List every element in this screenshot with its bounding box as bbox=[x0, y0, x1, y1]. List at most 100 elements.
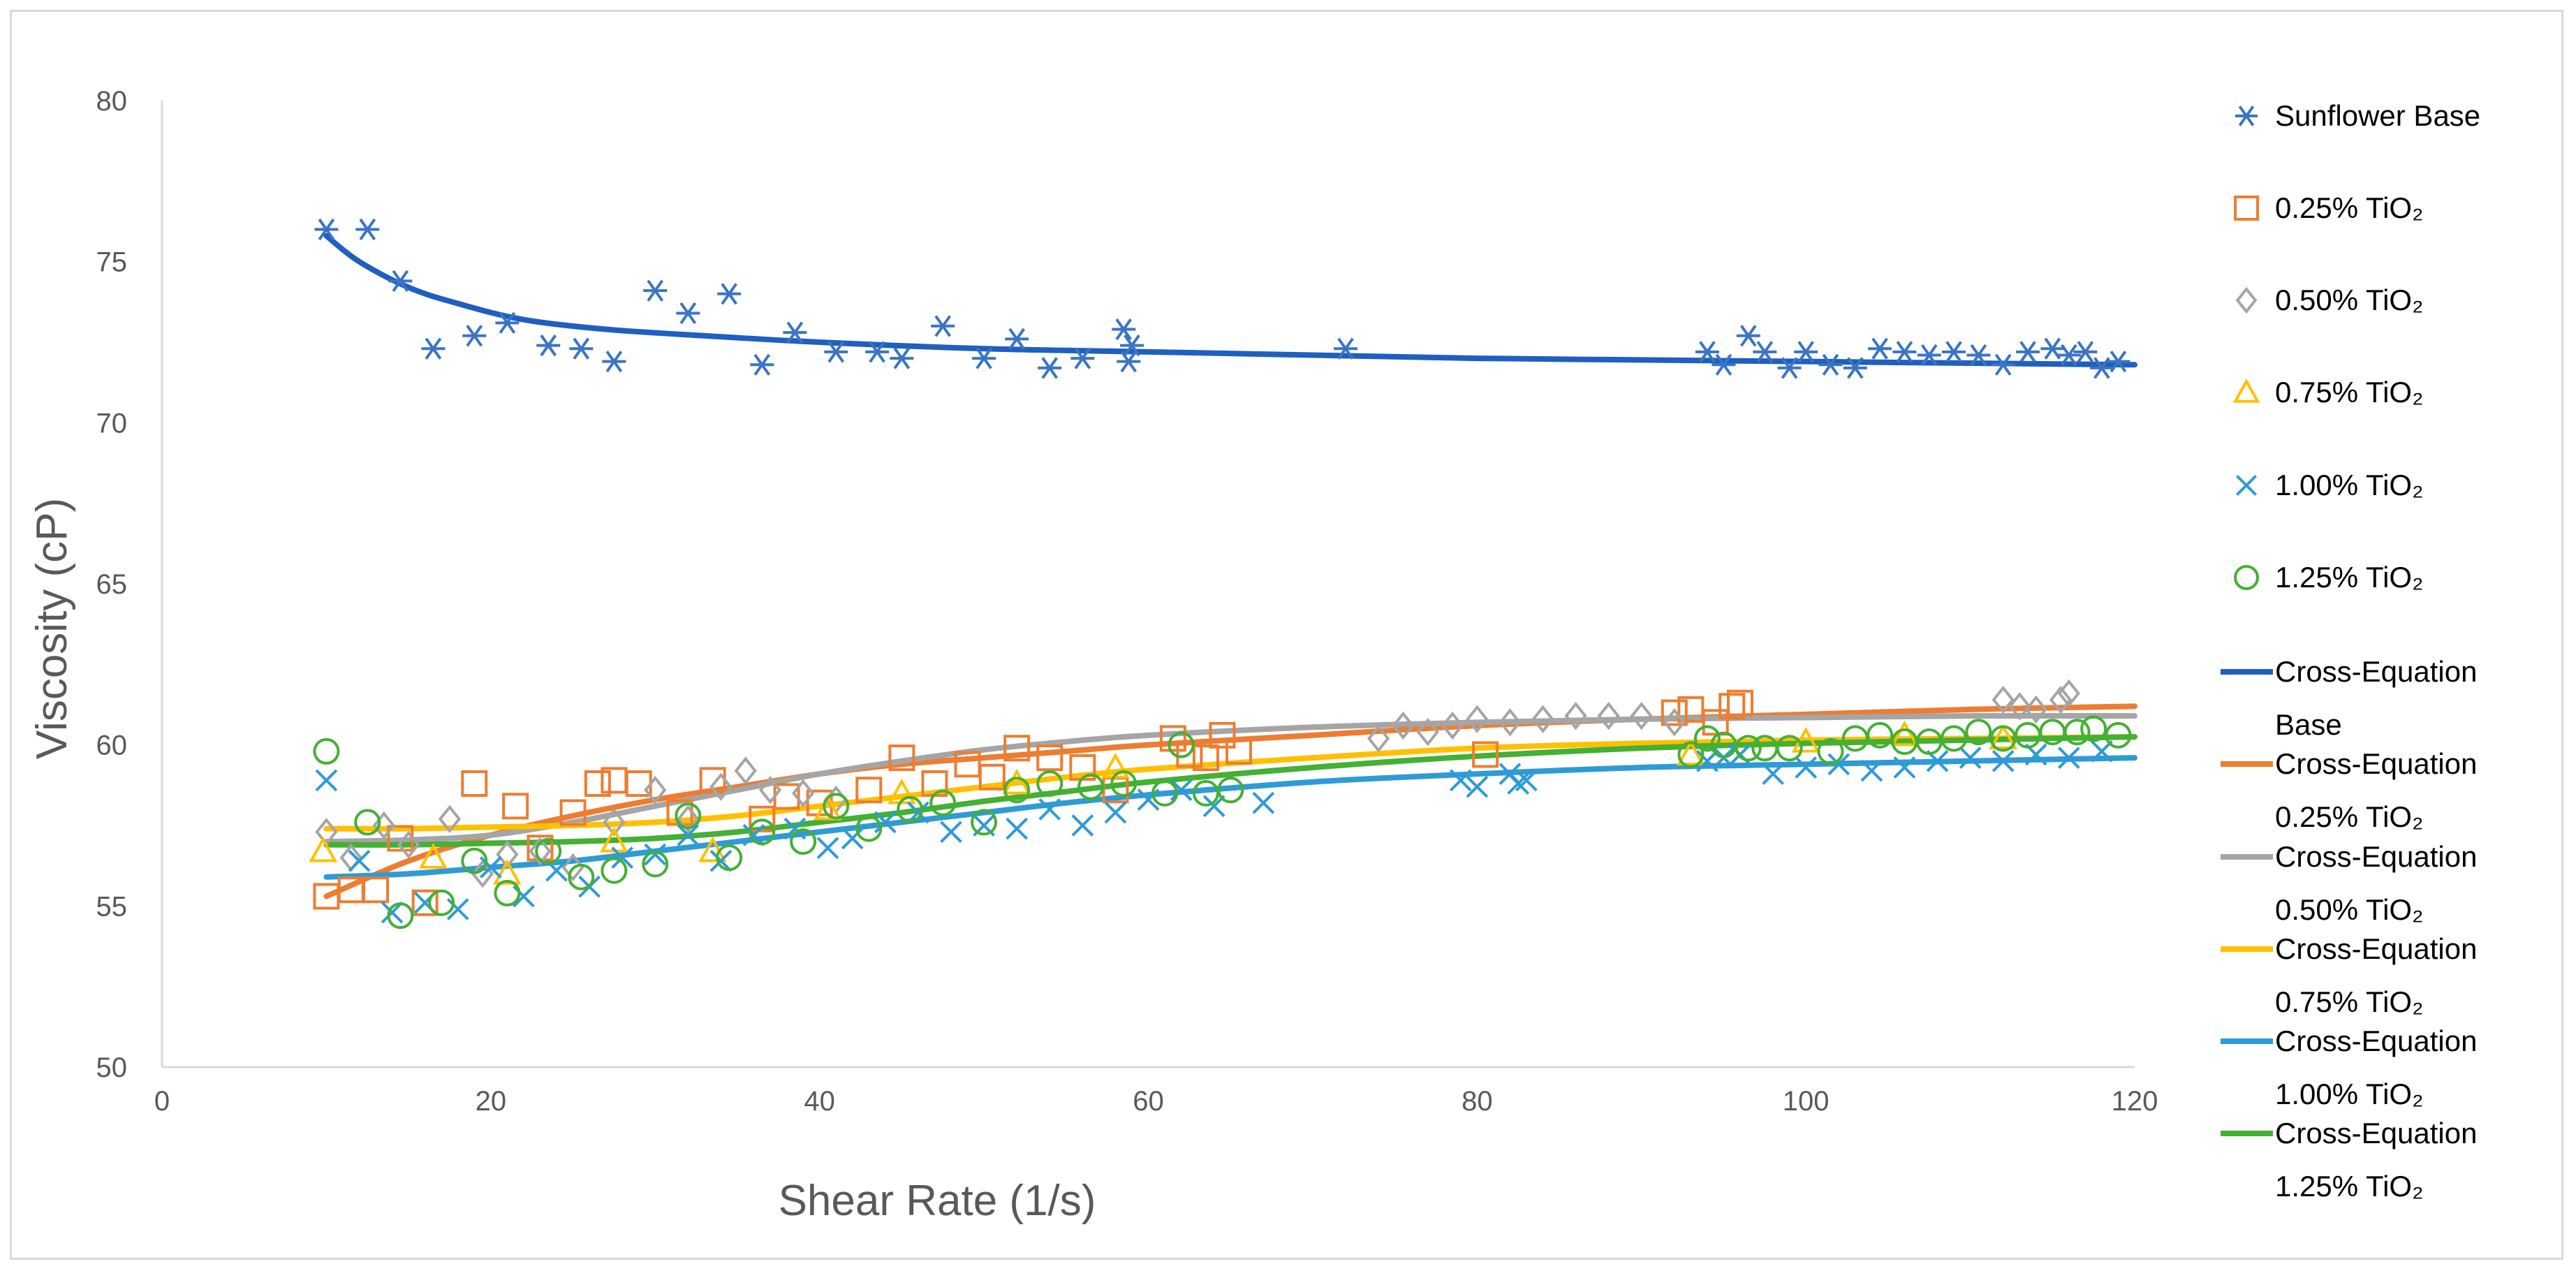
legend-marker bbox=[2234, 196, 2259, 221]
data-point-5-2 bbox=[387, 902, 414, 930]
data-point-2-21 bbox=[1466, 705, 1489, 733]
data-point-0-19 bbox=[1005, 328, 1029, 350]
data-point-4-28 bbox=[1252, 791, 1275, 814]
legend-item-0: Sunflower Base bbox=[2235, 99, 2480, 132]
x-tick-label: 40 bbox=[804, 1086, 835, 1117]
data-point-1-17 bbox=[855, 777, 883, 804]
data-point-2-8 bbox=[561, 853, 584, 882]
data-point-1-14 bbox=[749, 805, 776, 832]
data-point-4-47 bbox=[2091, 740, 2113, 763]
data-point-4-12 bbox=[709, 849, 733, 872]
legend-item-6: Cross-Equation Base bbox=[2221, 655, 2477, 741]
data-point-1-21 bbox=[978, 763, 1006, 791]
data-point-0-25 bbox=[1334, 337, 1357, 360]
legend-item-1: 0.25% TiO₂ bbox=[2234, 191, 2423, 224]
data-point-4-6 bbox=[513, 885, 535, 908]
data-point-0-38 bbox=[1966, 344, 1991, 367]
legend-label: Cross-Equation bbox=[2275, 932, 2477, 965]
legend-label: 0.75% TiO₂ bbox=[2275, 985, 2423, 1018]
data-point-1-35 bbox=[1718, 693, 1746, 720]
data-point-5-11 bbox=[716, 844, 743, 872]
legend-item-3: 0.75% TiO₂ bbox=[2232, 376, 2423, 409]
legend-label: Cross-Equation bbox=[2275, 747, 2477, 780]
legend-label: 1.25% TiO₂ bbox=[2275, 1170, 2423, 1203]
legend-label: Cross-Equation bbox=[2275, 840, 2477, 873]
data-point-3-1 bbox=[419, 843, 448, 869]
data-point-3-5 bbox=[814, 794, 842, 821]
data-point-4-16 bbox=[841, 827, 864, 850]
legend-label: 1.00% TiO₂ bbox=[2275, 469, 2423, 501]
data-point-5-9 bbox=[642, 851, 669, 878]
data-point-0-14 bbox=[824, 341, 848, 363]
data-point-1-32 bbox=[1661, 699, 1688, 726]
data-point-2-25 bbox=[1597, 701, 1620, 730]
data-point-0-33 bbox=[1843, 357, 1867, 379]
legend-marker bbox=[2235, 474, 2258, 497]
data-point-2-19 bbox=[1416, 718, 1439, 747]
legend-item-5: 1.25% TiO₂ bbox=[2234, 561, 2423, 594]
data-point-1-8 bbox=[559, 799, 587, 826]
data-point-1-6 bbox=[502, 793, 529, 820]
data-point-0-18 bbox=[972, 347, 996, 369]
data-point-1-26 bbox=[1159, 725, 1186, 752]
data-point-5-20 bbox=[1036, 770, 1063, 798]
legend-item-9: Cross-Equation 0.75% TiO₂ bbox=[2221, 932, 2477, 1018]
y-tick-label: 75 bbox=[96, 247, 128, 278]
data-point-4-0 bbox=[315, 769, 338, 792]
legend-marker bbox=[2235, 105, 2258, 126]
data-point-5-5 bbox=[494, 879, 521, 906]
data-point-0-24 bbox=[1119, 335, 1144, 357]
legend-marker bbox=[2235, 286, 2258, 314]
data-point-2-13 bbox=[734, 756, 757, 785]
data-point-0-20 bbox=[1038, 357, 1062, 379]
legend-label: 0.50% TiO₂ bbox=[2275, 284, 2423, 316]
legend-label: Base bbox=[2275, 708, 2342, 741]
data-point-4-1 bbox=[348, 849, 371, 872]
data-point-1-30 bbox=[1225, 737, 1252, 765]
legend-marker bbox=[2234, 565, 2259, 590]
data-point-4-27 bbox=[1202, 795, 1226, 818]
data-point-4-21 bbox=[1006, 817, 1029, 840]
data-point-5-0 bbox=[313, 737, 340, 765]
data-point-3-7 bbox=[1002, 768, 1031, 795]
data-point-5-33 bbox=[1817, 737, 1844, 765]
legend-label: 0.50% TiO₂ bbox=[2275, 893, 2423, 926]
data-point-0-43 bbox=[2073, 341, 2098, 363]
markers bbox=[309, 218, 2132, 930]
data-point-1-2 bbox=[362, 876, 390, 904]
data-point-5-13 bbox=[790, 828, 817, 855]
data-point-5-16 bbox=[897, 795, 924, 823]
data-point-4-5 bbox=[479, 856, 502, 879]
data-point-2-14 bbox=[758, 776, 782, 805]
data-point-4-18 bbox=[907, 801, 929, 824]
legend-item-11: Cross-Equation 1.25% TiO₂ bbox=[2221, 1117, 2477, 1203]
legend-label: Sunflower Base bbox=[2275, 99, 2480, 132]
legend-item-8: Cross-Equation 0.50% TiO₂ bbox=[2221, 840, 2477, 926]
fit-line-6 bbox=[323, 233, 2137, 368]
y-tick-label: 60 bbox=[96, 730, 128, 761]
legend-item-4: 1.00% TiO₂ bbox=[2235, 469, 2423, 501]
data-point-1-34 bbox=[1702, 709, 1729, 736]
data-point-4-2 bbox=[381, 901, 404, 924]
data-point-5-26 bbox=[1217, 777, 1244, 804]
data-point-0-26 bbox=[1695, 341, 1719, 363]
y-tick-label: 55 bbox=[96, 891, 128, 922]
data-point-0-8 bbox=[602, 351, 626, 373]
data-point-2-2 bbox=[372, 811, 395, 840]
data-point-0-17 bbox=[931, 315, 955, 337]
x-tick-label: 60 bbox=[1133, 1086, 1164, 1117]
data-point-5-18 bbox=[971, 809, 998, 836]
data-point-0-22 bbox=[1112, 318, 1136, 341]
data-point-5-1 bbox=[354, 809, 381, 836]
data-point-5-4 bbox=[461, 847, 488, 874]
data-point-4-23 bbox=[1071, 814, 1094, 837]
data-point-4-24 bbox=[1104, 801, 1127, 824]
data-point-0-35 bbox=[1892, 341, 1917, 363]
data-point-4-17 bbox=[874, 811, 897, 834]
x-tick-label: 80 bbox=[1462, 1086, 1493, 1117]
y-tick-label: 50 bbox=[96, 1052, 128, 1083]
data-point-3-9 bbox=[1676, 740, 1705, 766]
data-point-1-5 bbox=[461, 770, 488, 798]
data-point-5-19 bbox=[1003, 777, 1031, 804]
data-point-0-9 bbox=[643, 279, 668, 302]
